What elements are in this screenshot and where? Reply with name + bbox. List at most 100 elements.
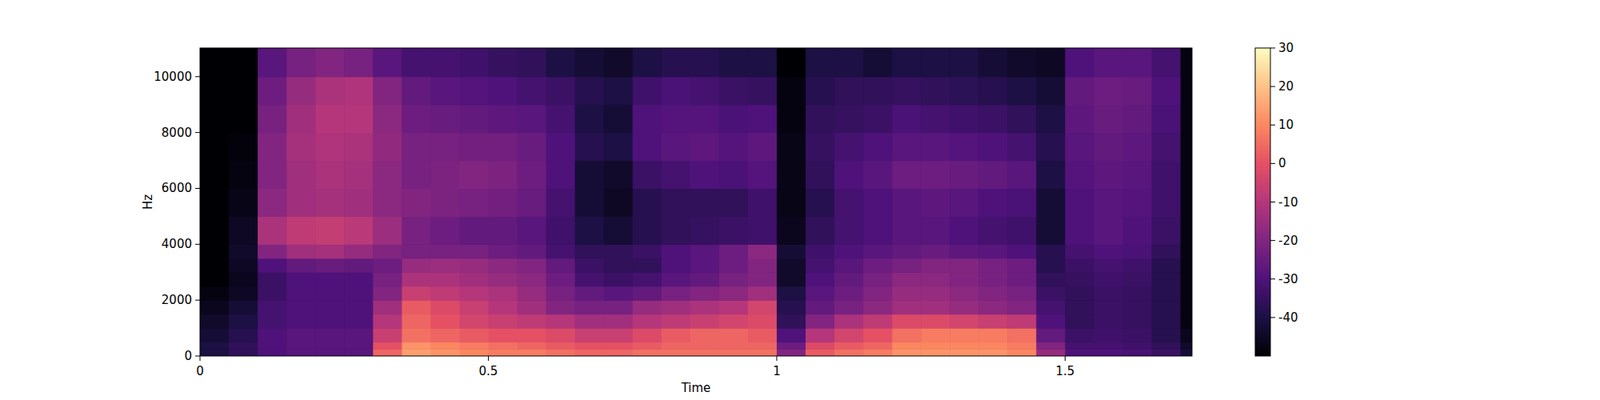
cell (978, 314, 1008, 329)
cell (834, 272, 864, 287)
cell (546, 314, 576, 329)
cell (1036, 48, 1066, 77)
cell (517, 160, 548, 190)
cell (488, 132, 518, 162)
cell (200, 314, 230, 329)
cell (228, 188, 259, 217)
cell (1007, 244, 1037, 259)
cell (978, 342, 1008, 350)
cell (863, 216, 893, 245)
cell (1180, 244, 1192, 259)
cell (200, 188, 230, 217)
plot-background (200, 48, 1192, 356)
cell (1064, 132, 1095, 162)
cell (344, 328, 374, 343)
plot-frame (200, 48, 1192, 356)
cell (1093, 258, 1124, 273)
cell (863, 328, 893, 343)
cell (661, 104, 692, 134)
cell (401, 104, 432, 134)
cell (575, 258, 605, 273)
cell (661, 300, 692, 315)
cell (632, 328, 663, 343)
y-axis-label: Hz (140, 194, 156, 210)
cell (200, 300, 230, 315)
cell (344, 300, 374, 315)
cell (315, 342, 345, 350)
cell (834, 328, 864, 343)
x-tick (200, 356, 201, 361)
cell (1180, 272, 1192, 287)
cell (690, 286, 720, 301)
cell (604, 188, 634, 217)
cell (690, 348, 720, 356)
cell (459, 244, 489, 259)
cell (776, 314, 807, 329)
cell (690, 300, 720, 315)
cell (776, 188, 807, 217)
cell (430, 48, 460, 77)
cell (978, 132, 1008, 162)
cell (286, 272, 316, 287)
cell (575, 328, 605, 343)
cell (546, 132, 576, 162)
cell (1152, 314, 1182, 329)
cell (575, 216, 605, 245)
cell (632, 132, 663, 162)
cell (661, 328, 692, 343)
cell (632, 348, 663, 356)
cell (863, 104, 893, 134)
cell (315, 300, 345, 315)
cell (575, 272, 605, 287)
cell (690, 314, 720, 329)
cell (1064, 348, 1095, 356)
cell (315, 104, 345, 134)
cell (401, 132, 432, 162)
cell (286, 342, 316, 350)
cell (401, 314, 432, 329)
cell (257, 348, 288, 356)
cell (719, 258, 749, 273)
cell (920, 342, 951, 350)
cell (228, 244, 259, 259)
cell (488, 48, 518, 77)
colorbar-tick-label: -40 (1278, 310, 1299, 325)
cell (200, 348, 230, 356)
cell (1007, 272, 1037, 287)
cell (920, 286, 951, 301)
cell (430, 76, 460, 106)
cell (344, 216, 374, 245)
cell (604, 300, 634, 315)
cell (1064, 76, 1095, 106)
cell (719, 328, 749, 343)
cell (892, 342, 922, 350)
cell (805, 300, 836, 315)
x-tick (488, 356, 489, 361)
cell (1007, 348, 1037, 356)
cell (1036, 314, 1066, 329)
cell (949, 76, 980, 106)
cell (719, 272, 749, 287)
cell (430, 300, 460, 315)
cell (459, 258, 489, 273)
cell (632, 300, 663, 315)
cell (776, 216, 807, 245)
cell (1152, 104, 1182, 134)
cell (517, 328, 548, 343)
cell (1064, 160, 1095, 190)
cell (344, 258, 374, 273)
cell (805, 160, 836, 190)
cell (401, 300, 432, 315)
x-tick-label: 1 (772, 364, 781, 379)
cell (978, 272, 1008, 287)
cell (1036, 104, 1066, 134)
colorbar-tick-label: 0 (1278, 156, 1287, 171)
cell (920, 216, 951, 245)
cell (690, 342, 720, 350)
cell (546, 258, 576, 273)
cell (1093, 160, 1124, 190)
cell (517, 300, 548, 315)
cell (892, 328, 922, 343)
cell (286, 76, 316, 106)
cell (719, 132, 749, 162)
